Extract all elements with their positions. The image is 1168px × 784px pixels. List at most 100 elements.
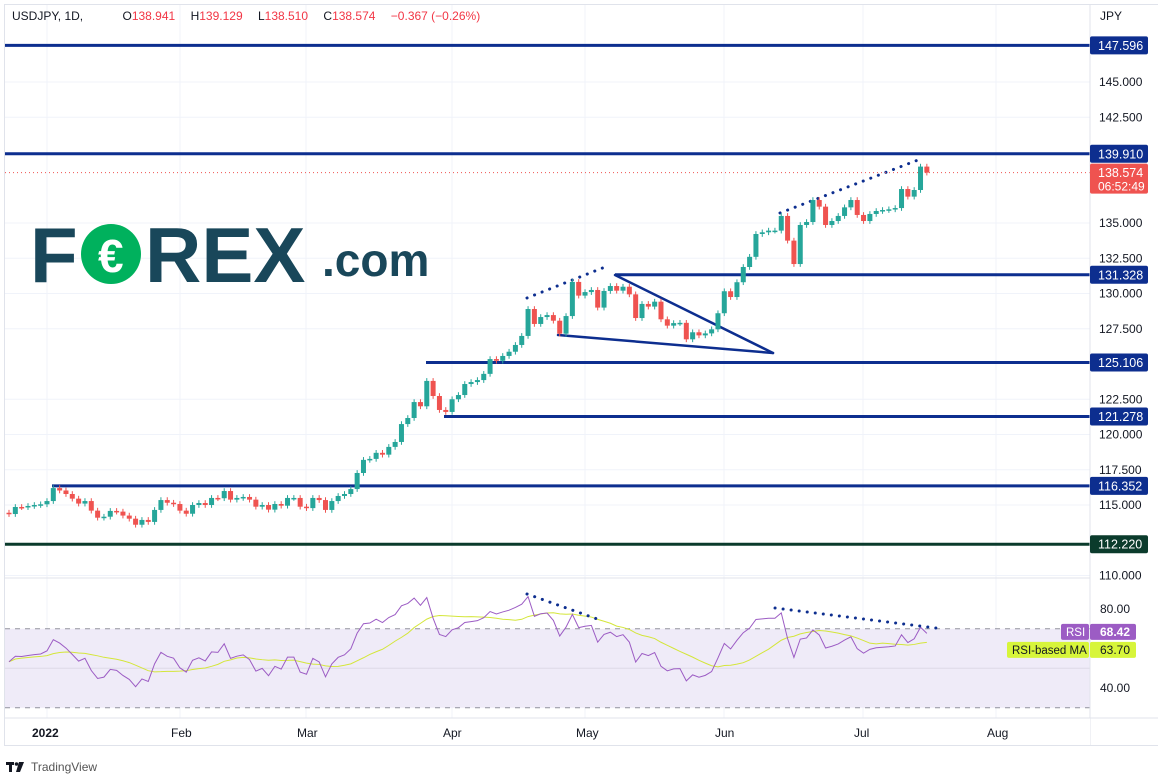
time-tick-label: 2022: [32, 726, 59, 740]
candle: [126, 512, 132, 522]
candle-body: [576, 281, 582, 296]
candle: [614, 283, 620, 294]
candle: [266, 502, 272, 513]
level-price-tag: [1090, 265, 1148, 284]
candle-body: [753, 233, 759, 257]
candle-body: [417, 402, 423, 407]
candle: [19, 504, 25, 510]
candle-body: [266, 505, 272, 510]
candle-body: [392, 441, 398, 447]
rsi-tick-label: 40.00: [1100, 681, 1130, 695]
candle-body: [601, 290, 607, 308]
level-price-label: 139.910: [1098, 147, 1143, 161]
rsi-ma-line: [8, 612, 927, 673]
candle: [107, 508, 113, 520]
candle-body: [82, 501, 88, 504]
tradingview-footer[interactable]: TradingView: [6, 760, 97, 774]
candle: [709, 326, 715, 337]
candle-body: [38, 504, 44, 506]
candle-body: [652, 301, 658, 307]
candle: [95, 507, 101, 521]
level-price-label: 116.352: [1098, 479, 1142, 493]
candle-body: [323, 500, 328, 510]
candle: [139, 517, 145, 528]
candle-body: [25, 505, 31, 508]
candle-body: [367, 458, 373, 461]
candle-body: [905, 189, 911, 197]
candle-body: [709, 329, 715, 334]
candle: [215, 495, 221, 502]
candle: [652, 298, 658, 310]
candle-body: [797, 224, 803, 265]
candle: [842, 204, 848, 219]
candle-body: [354, 472, 360, 490]
candle-body: [525, 309, 531, 336]
candle: [297, 495, 303, 510]
candle: [911, 187, 917, 200]
candle: [240, 494, 246, 501]
candle: [101, 513, 107, 521]
rsi-ma-name-label: RSI-based MA: [1012, 645, 1087, 657]
candle: [247, 494, 253, 503]
candle-body: [101, 516, 107, 519]
candle: [386, 444, 392, 458]
dotted-trendline: [525, 265, 607, 300]
candle-body: [76, 498, 82, 504]
candle: [778, 213, 784, 234]
candle-body: [171, 502, 177, 505]
candle-body: [405, 418, 411, 425]
candle: [468, 379, 474, 387]
level-price-tag: [1090, 36, 1148, 55]
logo-text-f: F: [30, 211, 78, 299]
candle-body: [215, 497, 221, 500]
candle: [12, 504, 18, 517]
last-price-label: 138.574: [1098, 166, 1143, 180]
candle-body: [348, 489, 354, 495]
candle-body: [291, 497, 297, 500]
level-price-label: 112.220: [1098, 538, 1142, 552]
logo-circle-icon: [81, 224, 141, 284]
candle: [228, 488, 234, 503]
candle-body: [360, 459, 366, 473]
candle: [449, 396, 455, 415]
candle-body: [816, 200, 822, 207]
candle-body: [569, 281, 575, 317]
candle: [50, 485, 56, 504]
time-tick-label: Jul: [854, 726, 869, 740]
candle: [633, 291, 639, 321]
level-price-tag: [1090, 144, 1148, 163]
price-axis: [1090, 5, 1158, 745]
candle-body: [740, 266, 746, 283]
tradingview-logo-icon: [6, 762, 24, 772]
candle: [816, 197, 822, 210]
candle-body: [31, 505, 37, 507]
candle: [702, 330, 708, 339]
candle: [854, 197, 860, 218]
level-price-label: 125.106: [1098, 356, 1143, 370]
ohlc-close: C138.574: [323, 9, 376, 23]
candle: [430, 378, 436, 399]
rsi-name-label: RSI: [1066, 627, 1085, 639]
candle: [563, 313, 569, 337]
candle-body: [19, 506, 25, 509]
candle-body: [133, 518, 139, 525]
candle: [44, 498, 50, 508]
tradingview-brand: TradingView: [31, 760, 98, 774]
candle: [38, 501, 44, 508]
symbol-label[interactable]: USDJPY, 1D,: [12, 9, 84, 23]
candle-body: [50, 488, 56, 502]
candle-body: [810, 200, 816, 223]
candle: [766, 227, 772, 236]
logo-text-com: .com: [322, 234, 429, 286]
legend-header: USDJPY, 1D, O138.941 H139.129 L138.510 C…: [12, 9, 486, 23]
time-tick-label: Feb: [171, 726, 192, 740]
candle: [196, 500, 202, 508]
candle: [696, 329, 702, 339]
candle-body: [12, 506, 18, 515]
candle-body: [614, 286, 620, 291]
candle: [31, 502, 37, 509]
candle-body: [759, 232, 765, 234]
candle: [316, 495, 322, 503]
candle: [88, 498, 94, 514]
